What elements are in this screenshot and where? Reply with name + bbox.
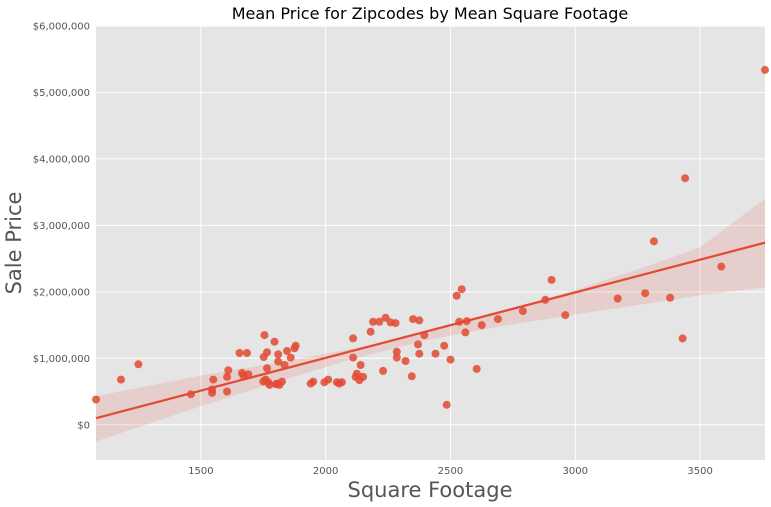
data-point [260, 331, 269, 340]
data-point [265, 380, 274, 389]
data-point [117, 375, 125, 384]
data-point [134, 360, 143, 369]
data-point [414, 340, 422, 349]
data-point [375, 317, 384, 326]
data-point [223, 387, 232, 396]
data-point [369, 317, 378, 326]
y-axis-label: Sale Price [2, 192, 26, 295]
data-point [224, 366, 233, 375]
regression-line-path [95, 241, 766, 420]
data-point [291, 341, 300, 350]
data-point [547, 275, 556, 284]
data-point [392, 347, 401, 356]
x-tick-label: 2500 [438, 466, 463, 477]
data-point [263, 364, 271, 373]
data-point [223, 372, 232, 381]
data-point [324, 375, 333, 384]
data-point [477, 321, 486, 330]
data-point [761, 65, 769, 74]
data-point [457, 285, 466, 294]
data-point [440, 341, 449, 350]
data-point [678, 334, 687, 343]
data-point [493, 315, 502, 324]
data-point [415, 349, 424, 358]
data-point [278, 377, 286, 386]
data-point [518, 307, 527, 316]
data-point [401, 357, 410, 365]
data-point [613, 294, 622, 303]
data-point [309, 377, 318, 386]
y-tick-label: $2,000,000 [33, 287, 90, 298]
data-point [352, 369, 361, 378]
data-point [379, 366, 388, 375]
data-point [274, 357, 283, 366]
data-point [561, 311, 570, 320]
data-point [270, 337, 279, 346]
data-point [641, 289, 650, 298]
data-point [235, 349, 244, 357]
data-point [359, 372, 368, 381]
data-point [717, 262, 726, 271]
data-point [415, 316, 424, 325]
chart-title: Mean Price for Zipcodes by Mean Square F… [232, 4, 629, 23]
x-tick-label: 3000 [563, 466, 588, 477]
data-point [366, 327, 375, 336]
y-tick-label: $3,000,000 [33, 221, 90, 232]
data-points [92, 65, 769, 409]
y-tick-label: $6,000,000 [33, 22, 90, 33]
data-point [391, 319, 400, 328]
data-point [442, 400, 451, 409]
data-point [681, 174, 690, 183]
data-point [356, 361, 365, 369]
data-point [452, 291, 461, 300]
data-point [349, 334, 358, 343]
data-point [280, 361, 289, 369]
y-axis-ticks: $0 $1,000,000 $2,000,000 $3,000,000 $4,000,0… [33, 22, 90, 432]
data-point [337, 378, 346, 387]
x-axis-ticks: 1500 2000 2500 3000 3500 [188, 466, 713, 477]
y-tick-label: $0 [77, 420, 90, 431]
y-tick-label: $5,000,000 [33, 88, 90, 99]
data-point [283, 347, 291, 355]
data-point [263, 348, 271, 357]
data-point [243, 349, 251, 357]
data-point [407, 372, 416, 381]
y-tick-label: $1,000,000 [33, 354, 90, 365]
x-tick-label: 2000 [313, 466, 338, 477]
data-point [409, 315, 417, 324]
data-point [649, 237, 658, 246]
data-point [472, 364, 481, 373]
data-point [209, 375, 218, 384]
data-point [286, 353, 295, 362]
grid [96, 25, 765, 460]
data-point [461, 328, 470, 337]
x-axis-label: Square Footage [348, 478, 513, 502]
data-point [92, 395, 100, 404]
data-point [666, 293, 675, 302]
data-point [349, 353, 358, 362]
x-tick-label: 1500 [188, 466, 213, 477]
data-point [392, 353, 401, 362]
regression-line [95, 241, 766, 420]
data-point [431, 349, 440, 358]
x-tick-label: 3500 [687, 466, 712, 477]
y-tick-label: $4,000,000 [33, 154, 90, 165]
data-point [274, 350, 283, 359]
data-point [446, 355, 455, 364]
data-point [244, 370, 253, 379]
